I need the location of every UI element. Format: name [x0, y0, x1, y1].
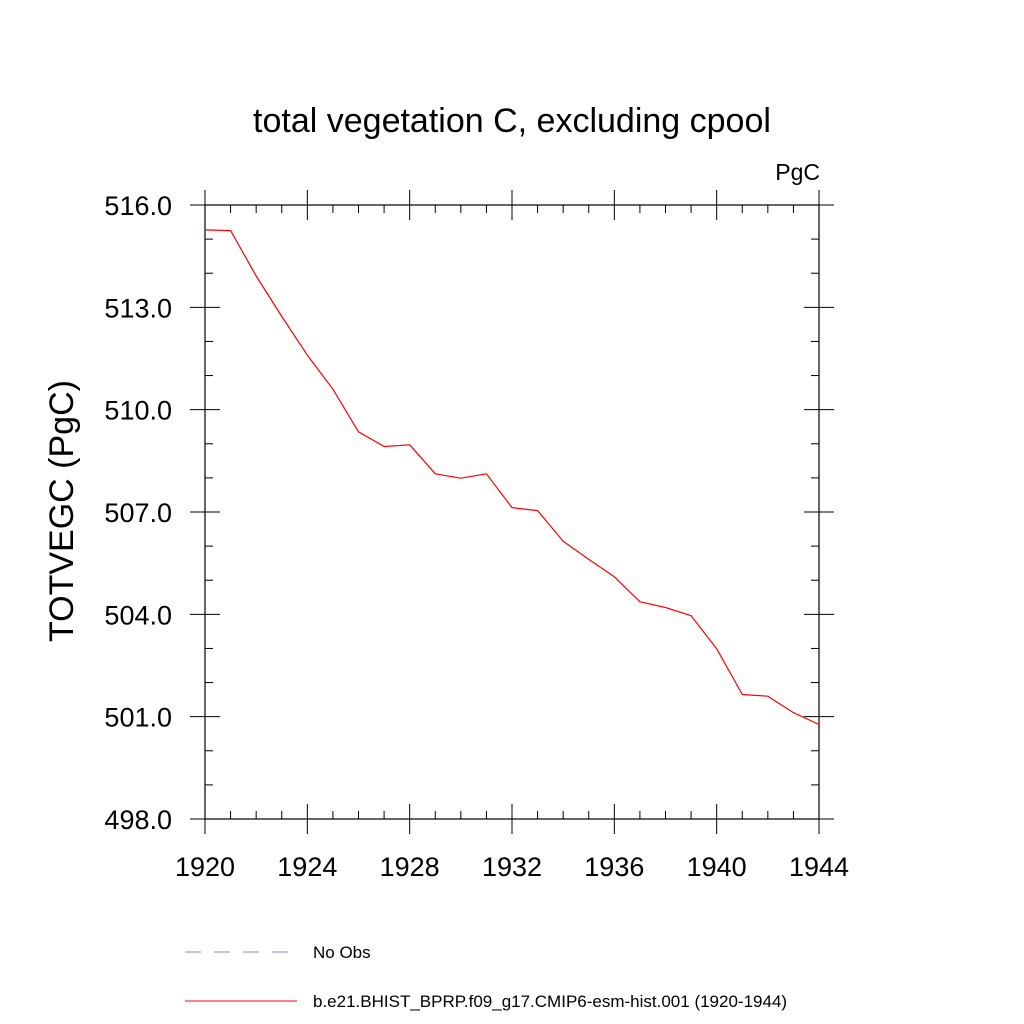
- series-layer: [204, 229, 820, 726]
- x-tick-label: 1932: [482, 852, 542, 882]
- axis-ticks: [190, 190, 834, 834]
- y-tick-label: 516.0: [104, 191, 172, 221]
- y-tick-label: 513.0: [104, 293, 172, 323]
- y-tick-label: 504.0: [104, 600, 172, 630]
- y-tick-label: 501.0: [104, 703, 172, 733]
- legend-label: b.e21.BHIST_BPRP.f09_g17.CMIP6-esm-hist.…: [313, 992, 787, 1011]
- chart-title: total vegetation C, excluding cpool: [253, 102, 771, 140]
- x-tick-label: 1944: [789, 852, 849, 882]
- legend: No Obs b.e21.BHIST_BPRP.f09_g17.CMIP6-esm…: [185, 943, 787, 1011]
- y-axis-label: TOTVEGC (PgC): [43, 380, 81, 642]
- x-tick-label: 1924: [277, 852, 337, 882]
- legend-label: No Obs: [313, 943, 371, 962]
- axis-tick-labels: 1920 1924 1928 1932 1936 1940 1944 498.0 501.0 50…: [104, 191, 849, 882]
- x-tick-label: 1936: [584, 852, 644, 882]
- units-label: PgC: [775, 159, 820, 185]
- plot-frame: [204, 204, 820, 820]
- y-tick-label: 498.0: [104, 805, 172, 835]
- x-tick-label: 1940: [687, 852, 747, 882]
- y-tick-label: 507.0: [104, 498, 172, 528]
- series-line: [204, 229, 820, 726]
- x-tick-label: 1920: [175, 852, 235, 882]
- y-tick-label: 510.0: [104, 396, 172, 426]
- x-tick-label: 1928: [380, 852, 440, 882]
